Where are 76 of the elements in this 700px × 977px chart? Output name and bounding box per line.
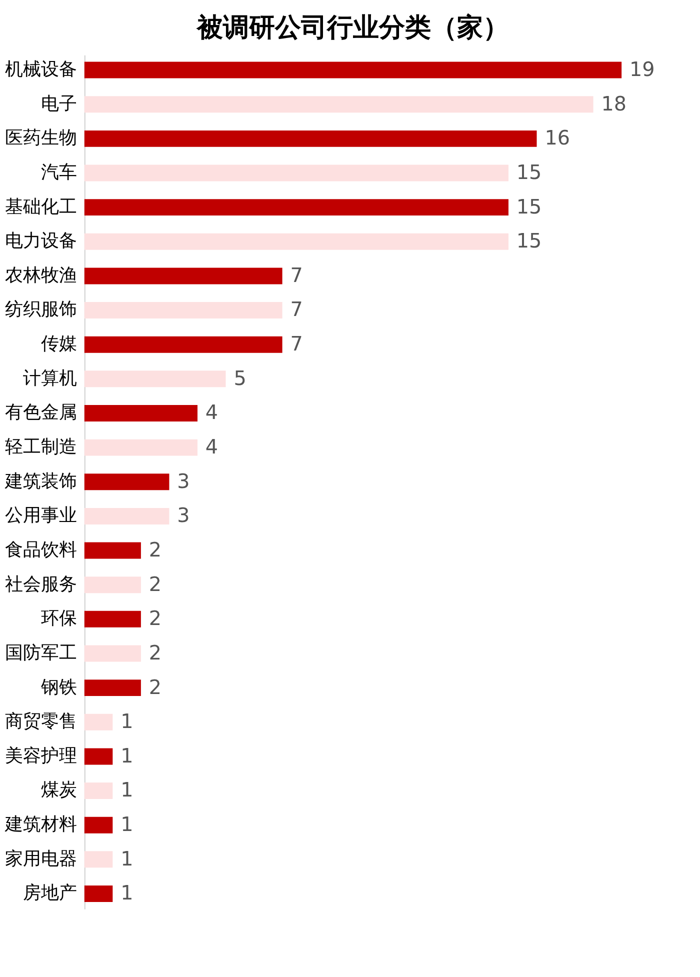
y-tick-label: 纺织服饰 [4,299,77,320]
data-label: 1 [120,710,134,734]
y-tick-label: 汽车 [40,162,77,183]
y-tick-label: 钢铁 [40,676,77,698]
bar [84,542,141,559]
y-tick-label: 电力设备 [4,230,77,252]
data-label: 15 [516,195,542,218]
data-label: 16 [544,126,570,150]
data-label: 2 [148,607,162,630]
bar [84,268,282,284]
bar [84,474,170,490]
bar [84,714,113,730]
data-label: 4 [205,401,218,424]
y-tick-label: 建筑材料 [4,814,77,836]
y-tick-label: 家用电器 [4,848,77,870]
y-tick-label: 轻工制造 [4,436,77,458]
y-tick-label: 房地产 [22,882,77,904]
data-label: 3 [177,504,190,528]
data-label: 1 [120,813,134,836]
bar [84,405,198,422]
bar [84,199,508,216]
bar [84,748,113,765]
data-label: 18 [601,92,626,116]
y-tick-label: 农林牧渔 [4,264,77,286]
bar [84,302,282,319]
bar [84,610,141,628]
bar [84,336,282,353]
bar [84,576,141,594]
y-tick-label: 有色金属 [4,402,77,424]
y-tick-label: 食品饮料 [4,539,77,560]
chart-title: 被调研公司行业分类（家） [196,13,509,44]
data-label: 2 [148,676,162,699]
bar [84,782,113,800]
bar [84,233,508,250]
bar [84,439,198,456]
bar [84,851,113,868]
bar [84,886,113,902]
bar [84,816,113,834]
bar [84,96,594,113]
data-label: 19 [630,58,655,81]
y-tick-label: 社会服务 [4,574,77,595]
data-label: 15 [516,230,542,253]
y-tick-label: 基础化工 [4,196,77,218]
y-tick-label: 公用事业 [4,505,77,526]
data-label: 1 [120,882,134,905]
data-label: 1 [120,744,134,768]
data-label: 1 [120,847,134,870]
bar [84,164,508,182]
y-tick-label: 计算机 [22,368,77,389]
y-tick-label: 国防军工 [4,642,77,664]
y-tick-label: 商贸零售 [4,711,77,732]
data-label: 2 [148,641,162,664]
data-label: 3 [177,470,190,493]
bar [84,645,141,662]
y-tick-label: 机械设备 [4,59,77,80]
bar [84,370,226,388]
y-tick-label: 电子 [40,93,77,114]
y-tick-label: 医药生物 [4,128,77,149]
data-label: 2 [148,538,162,562]
y-tick-label: 建筑装饰 [4,470,77,492]
bar [84,130,537,147]
bar [84,62,622,78]
y-tick-label: 传媒 [40,334,77,355]
data-label: 7 [290,264,303,287]
data-label: 7 [290,332,303,356]
y-tick-label: 煤炭 [40,780,77,801]
data-label: 4 [205,436,218,459]
data-label: 7 [290,298,303,322]
y-tick-label: 环保 [40,608,77,630]
data-label: 2 [148,572,162,596]
bar [84,508,170,524]
bar [84,680,141,696]
data-label: 5 [234,366,246,390]
data-label: 15 [516,160,542,184]
y-tick-label: 美容护理 [4,745,77,766]
data-label: 1 [120,778,134,802]
